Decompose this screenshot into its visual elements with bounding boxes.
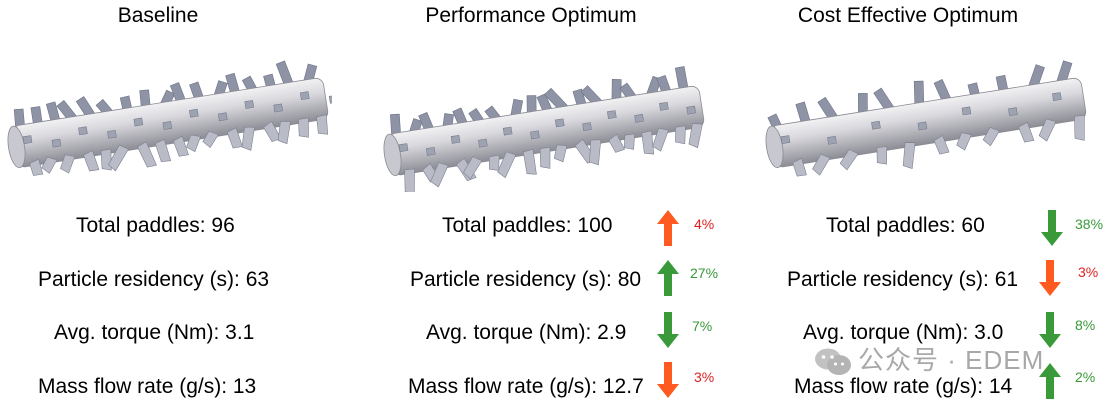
baseline-paddle-shaft-image (7, 60, 332, 176)
cost-residency-arrow-down-icon (1039, 260, 1061, 296)
performance-residency-change: 27% (690, 265, 719, 281)
cost-flow-change: 2% (1075, 369, 1096, 385)
cost-paddles-arrow-down-icon (1041, 210, 1063, 246)
performance-particle-residency: Particle residency (s): 80 (410, 268, 642, 291)
title-baseline: Baseline (117, 4, 199, 27)
cost-mass-flow-rate: Mass flow rate (g/s): 14 (794, 375, 1013, 398)
cost-paddles-change: 38% (1075, 216, 1104, 232)
cost-avg-torque: Avg. torque (Nm): 3.0 (803, 321, 1004, 344)
performance-flow-change: 3% (694, 369, 715, 385)
performance-avg-torque: Avg. torque (Nm): 2.9 (426, 321, 627, 344)
performance-mass-flow-rate: Mass flow rate (g/s): 12.7 (408, 375, 644, 398)
performance-torque-change: 7% (692, 318, 713, 334)
performance-flow-arrow-down-icon (657, 362, 679, 398)
performance-residency-arrow-up-icon (657, 260, 679, 296)
baseline-total-paddles: Total paddles: 96 (76, 214, 235, 237)
cost-flow-arrow-up-icon (1039, 363, 1061, 399)
baseline-avg-torque: Avg. torque (Nm): 3.1 (54, 321, 255, 344)
baseline-particle-residency: Particle residency (s): 63 (38, 268, 270, 291)
title-performance-optimum: Performance Optimum (425, 4, 637, 27)
performance-paddles-change: 4% (694, 216, 715, 232)
watermark: 公众号 · EDEM (814, 340, 1044, 377)
baseline-mass-flow-rate: Mass flow rate (g/s): 13 (38, 375, 257, 398)
watermark-text: 公众号 · EDEM (858, 345, 1045, 375)
wechat-logo-icon (815, 348, 851, 376)
performance-torque-arrow-down-icon (657, 312, 679, 348)
performance-total-paddles: Total paddles: 100 (442, 214, 613, 237)
performance-paddle-shaft-image (383, 66, 705, 192)
cost-total-paddles: Total paddles: 60 (826, 214, 985, 237)
title-cost-effective-optimum: Cost Effective Optimum (797, 4, 1019, 27)
cost-residency-change: 3% (1078, 264, 1099, 280)
performance-paddles-arrow-up-icon (657, 210, 679, 246)
cost-particle-residency: Particle residency (s): 61 (787, 268, 1019, 291)
cost-effective-paddle-shaft-image (765, 60, 1087, 177)
cost-torque-change: 8% (1075, 317, 1096, 333)
cost-torque-arrow-down-icon (1039, 312, 1061, 348)
